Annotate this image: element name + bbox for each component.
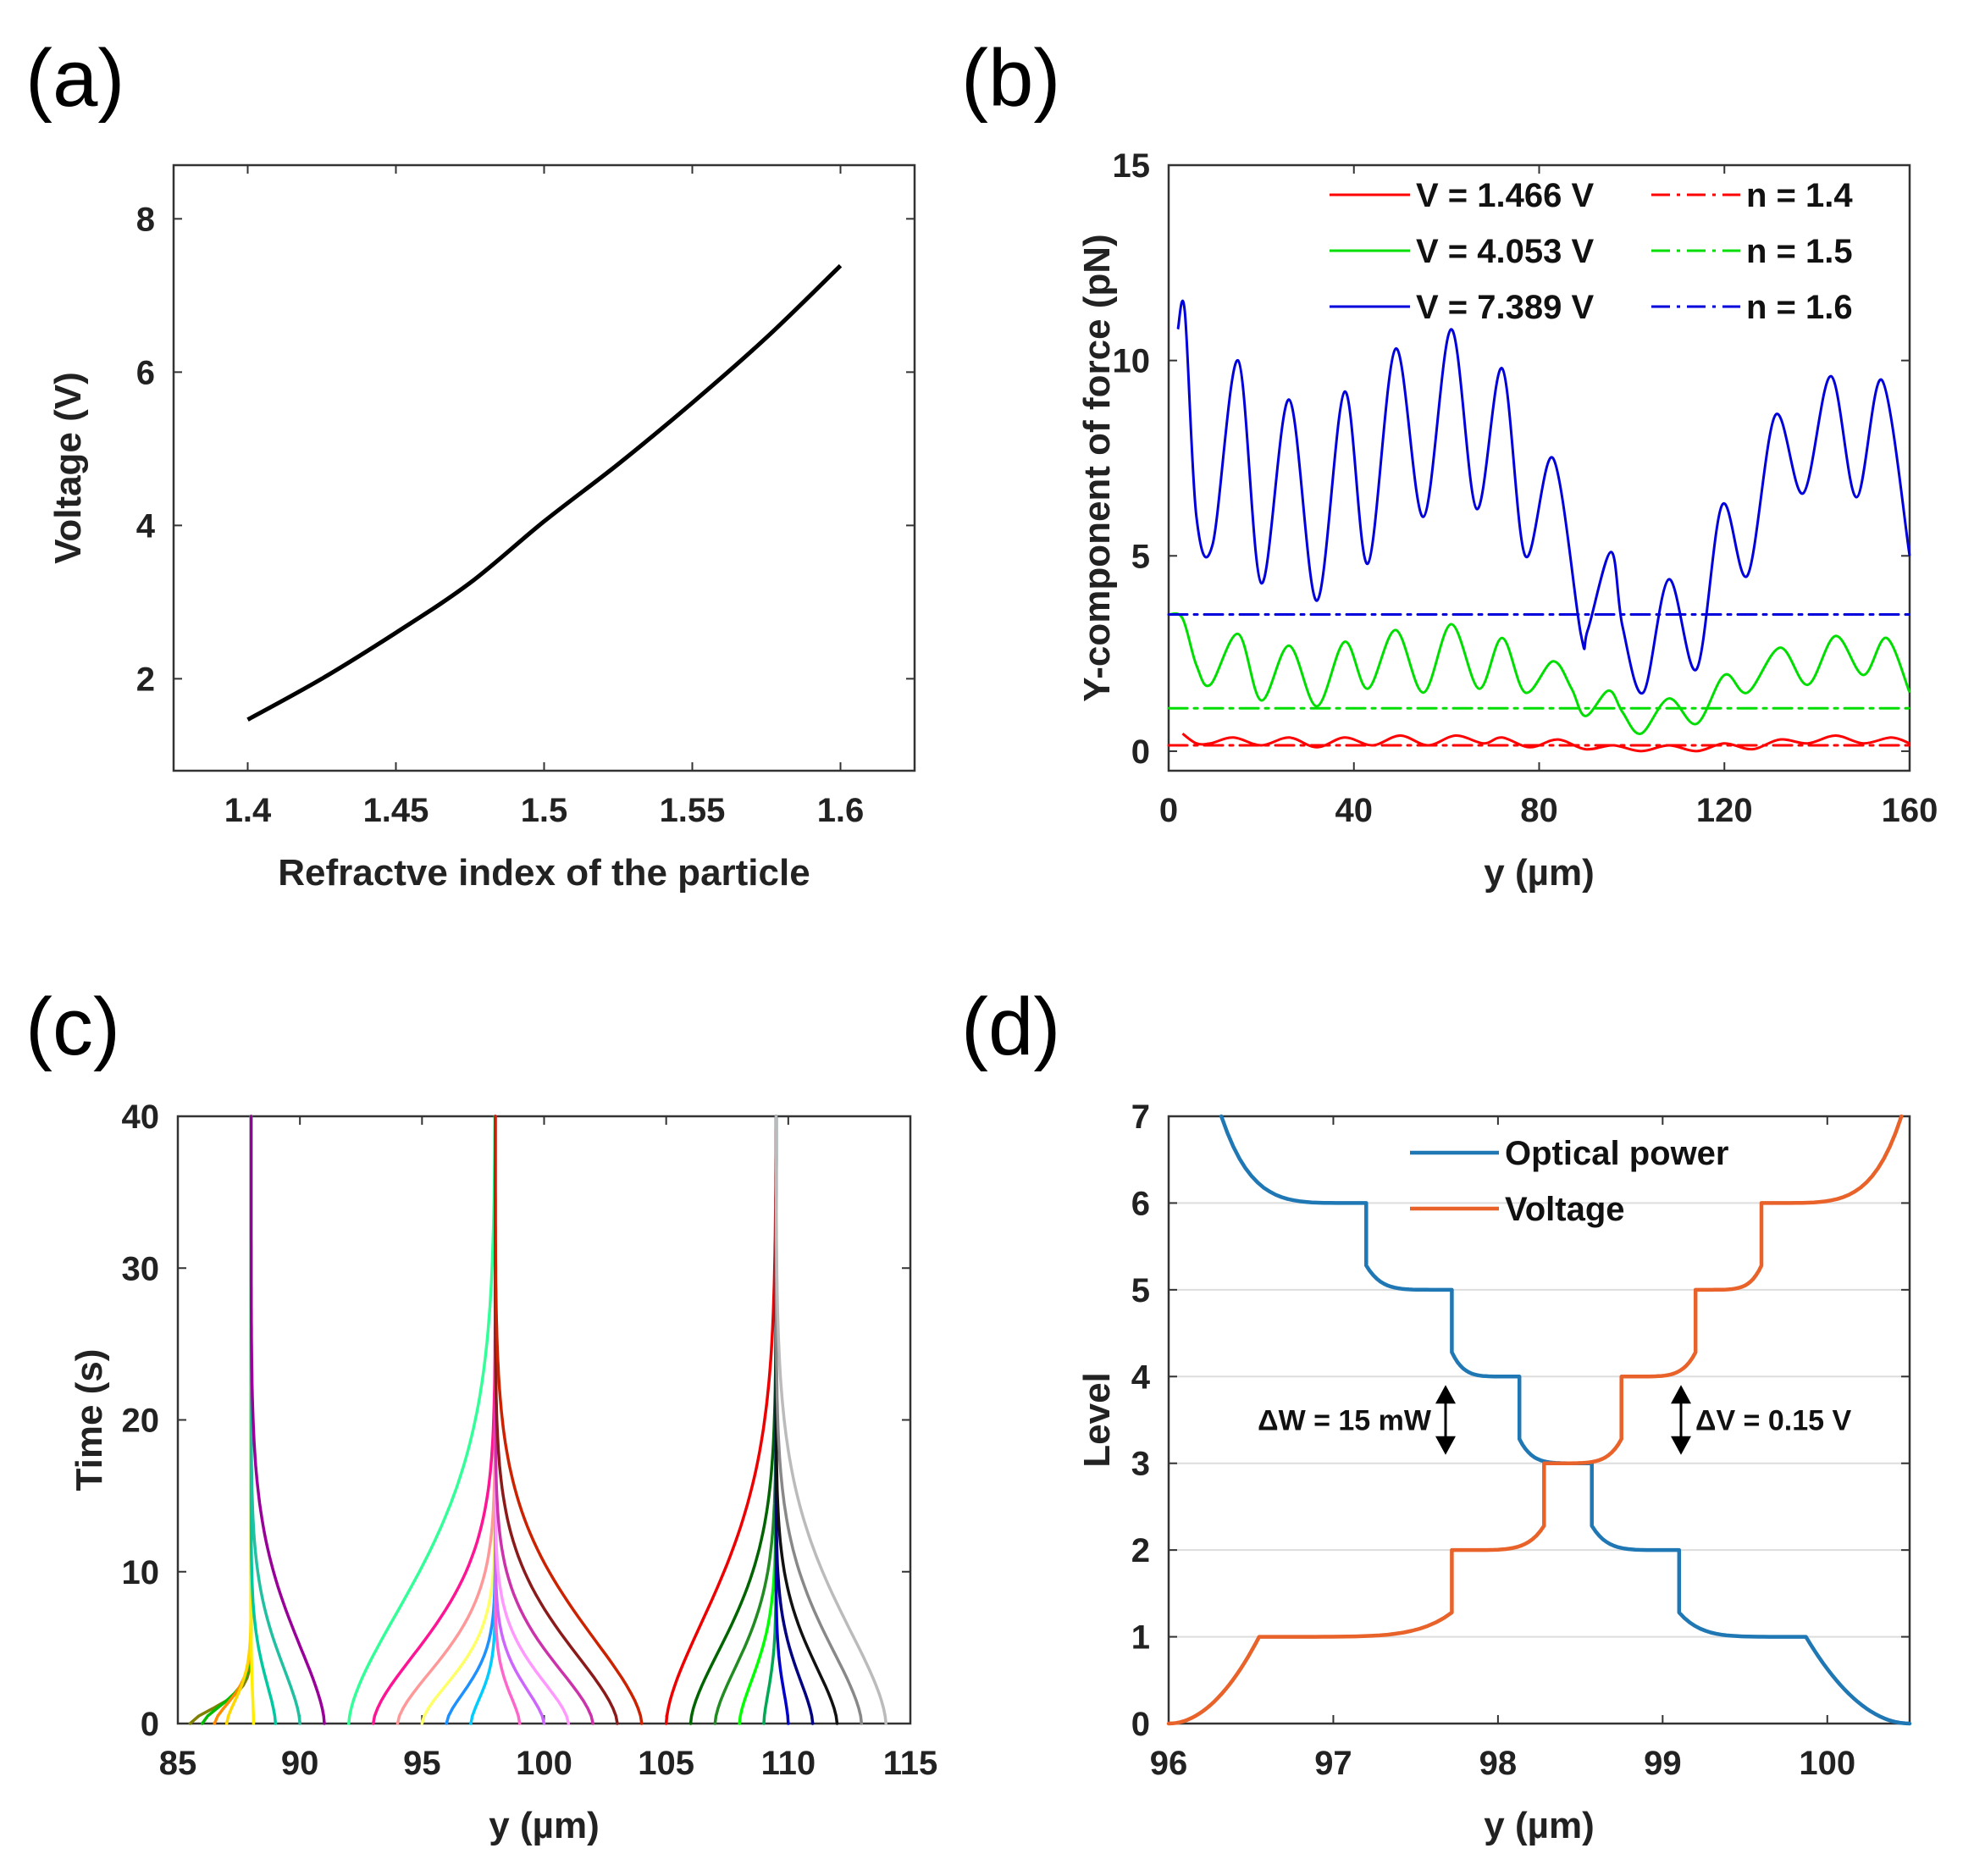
panel-label: (c) — [25, 982, 120, 1072]
x-tick-label: 120 — [1696, 792, 1753, 829]
y-tick-label: 8 — [136, 201, 155, 238]
x-axis-label: y (µm) — [1484, 852, 1594, 894]
panel-label: (a) — [25, 33, 124, 124]
x-tick-label: 80 — [1520, 792, 1558, 829]
y-tick-label: 10 — [1113, 343, 1151, 380]
x-tick-label: 105 — [638, 1745, 694, 1782]
y-tick-label: 5 — [1131, 1272, 1150, 1309]
trajectory-line — [371, 1115, 497, 1725]
trajectory-line — [213, 1115, 253, 1725]
y-tick-label: 40 — [122, 1098, 160, 1136]
trajectory-line — [445, 1115, 497, 1725]
trajectory-line — [774, 1115, 864, 1725]
x-tick-label: 96 — [1150, 1745, 1188, 1782]
y-axis-label: Y-component of force (pN) — [1076, 234, 1118, 701]
x-tick-label: 90 — [281, 1745, 319, 1782]
x-axis-label: y (µm) — [1484, 1805, 1594, 1846]
panel-c: (c) 85 90 95 100 105 110 115 0 10 20 30 40 y (µm) Time… — [25, 982, 937, 1846]
annotation-arrowhead — [1671, 1436, 1691, 1455]
trajectory-line — [188, 1115, 253, 1725]
x-tick-label: 100 — [1799, 1745, 1855, 1782]
y-tick-label: 1 — [1131, 1619, 1150, 1657]
trajectory-line — [249, 1115, 326, 1725]
trajectory-line — [774, 1115, 887, 1725]
x-tick-label: 160 — [1882, 792, 1938, 829]
x-tick-label: 1.6 — [817, 792, 865, 829]
x-tick-label: 115 — [883, 1745, 938, 1782]
x-tick-label: 99 — [1644, 1745, 1682, 1782]
y-tick-label: 4 — [1131, 1359, 1151, 1396]
y-tick-label: 10 — [122, 1554, 160, 1591]
legend-label: V = 4.053 V — [1416, 233, 1594, 270]
x-tick-label: 1.55 — [660, 792, 726, 829]
panel-d: (d) 96 97 98 99 100 0 1 2 3 4 5 6 7 y (µm) Level Optical… — [961, 982, 1912, 1846]
y-tick-label: 5 — [1131, 538, 1150, 575]
annotation-arrowhead — [1671, 1385, 1691, 1404]
x-tick-label: 98 — [1479, 1745, 1518, 1782]
x-tick-label: 110 — [761, 1745, 816, 1782]
series-line-voltage — [1166, 1114, 1904, 1726]
legend-label: Optical power — [1505, 1135, 1729, 1172]
x-tick-label: 85 — [159, 1745, 197, 1782]
x-axis-label: Refractve index of the particle — [278, 852, 810, 894]
panel-label: (d) — [961, 982, 1060, 1072]
x-tick-label: 95 — [403, 1745, 441, 1782]
trajectory-line — [494, 1115, 644, 1725]
legend-label: Voltage — [1505, 1191, 1625, 1228]
annotation-label: ΔV = 0.15 V — [1695, 1405, 1851, 1437]
y-tick-label: 6 — [1131, 1185, 1150, 1222]
y-tick-label: 20 — [122, 1403, 160, 1440]
y-tick-label: 30 — [122, 1250, 160, 1287]
trajectory-line — [347, 1115, 497, 1725]
y-axis-label: Voltage (V) — [47, 372, 89, 564]
y-tick-label: 0 — [141, 1706, 159, 1743]
legend-label: V = 7.389 V — [1416, 289, 1594, 326]
trajectory-line — [494, 1115, 594, 1725]
trajectory-line — [494, 1115, 522, 1725]
x-tick-label: 0 — [1159, 792, 1178, 829]
axes-frame — [1167, 163, 1911, 772]
axes-frame — [172, 163, 916, 772]
series-line-v-7-389-v — [1176, 300, 1911, 695]
y-tick-label: 0 — [1131, 733, 1150, 771]
x-tick-label: 40 — [1335, 792, 1374, 829]
y-tick-label: 15 — [1113, 147, 1151, 185]
legend-label: n = 1.5 — [1746, 233, 1853, 270]
legend-label: n = 1.4 — [1746, 177, 1853, 214]
y-tick-label: 6 — [136, 354, 155, 391]
axes-frame — [1167, 1115, 1911, 1725]
panel-a: (a) 1.4 1.45 1.5 1.55 1.6 2 4 6 8 Refractve index … — [25, 33, 916, 894]
trajectory-line — [774, 1115, 815, 1725]
y-tick-label: 7 — [1131, 1098, 1150, 1136]
legend-label: n = 1.6 — [1746, 289, 1853, 326]
legend-label: V = 1.466 V — [1416, 177, 1594, 214]
x-tick-label: 1.45 — [363, 792, 429, 829]
annotation-arrowhead — [1435, 1436, 1456, 1455]
series-line-v-4-053-v — [1168, 611, 1911, 735]
y-tick-label: 2 — [136, 661, 155, 698]
panel-label: (b) — [961, 33, 1060, 124]
x-tick-label: 1.4 — [224, 792, 272, 829]
y-tick-label: 2 — [1131, 1532, 1150, 1569]
y-axis-label: Time (s) — [69, 1349, 110, 1491]
panel-b: (b) 0 40 80 120 160 0 5 10 15 y (µm) Y-component of… — [961, 33, 1938, 894]
y-tick-label: 3 — [1131, 1446, 1150, 1483]
x-tick-label: 97 — [1314, 1745, 1352, 1782]
series-line-v-1-466-v — [1181, 732, 1910, 753]
y-tick-label: 4 — [136, 507, 156, 545]
annotation-label: ΔW = 15 mW — [1258, 1405, 1432, 1437]
trajectory-line — [249, 1115, 301, 1725]
y-tick-label: 0 — [1131, 1706, 1150, 1743]
trajectory-line — [738, 1115, 778, 1725]
trajectory-line — [201, 1115, 253, 1725]
x-axis-label: y (µm) — [489, 1805, 599, 1846]
y-axis-label: Level — [1076, 1372, 1118, 1468]
annotation-arrowhead — [1435, 1385, 1456, 1404]
trajectory-line — [224, 1115, 253, 1725]
x-tick-label: 100 — [516, 1745, 572, 1782]
trajectory-line — [664, 1115, 778, 1725]
series-line-voltage — [246, 263, 843, 722]
x-tick-label: 1.5 — [521, 792, 568, 829]
